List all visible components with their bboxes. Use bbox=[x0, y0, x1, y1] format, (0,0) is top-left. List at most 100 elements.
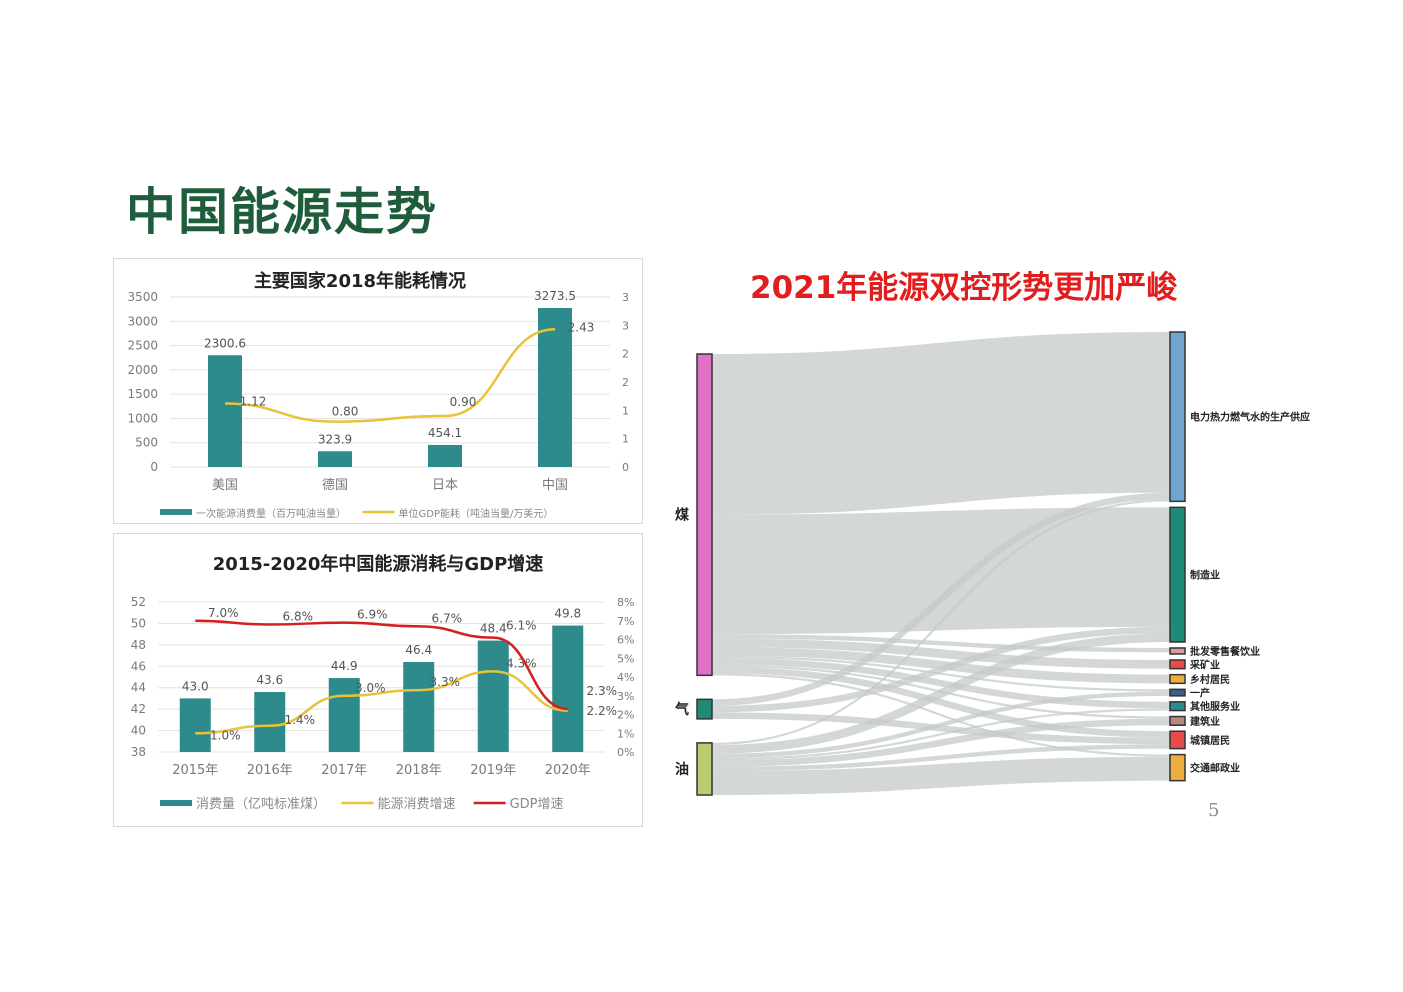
chart2-y-tick-left: 42 bbox=[131, 702, 146, 716]
sankey-link bbox=[711, 626, 1171, 713]
chart2-bar-label: 49.8 bbox=[554, 607, 581, 621]
chart2-y-tick-left: 50 bbox=[131, 616, 146, 630]
sankey-link bbox=[711, 499, 1171, 746]
sankey-link bbox=[711, 666, 1171, 738]
sankey-link bbox=[711, 655, 1171, 692]
chart2-x-tick: 2018年 bbox=[396, 763, 442, 778]
chart2-legend-swatch bbox=[160, 800, 192, 806]
energy-gdp-chart-panel: 2015-2020年中国能源消耗与GDP增速 52 50 48 46 44 42 40 38 8%… bbox=[113, 533, 643, 827]
chart1-x-tick: 美国 bbox=[212, 478, 238, 493]
chart2-bar bbox=[254, 692, 286, 752]
sankey-target-label: 建筑业 bbox=[1189, 715, 1220, 728]
sankey-link bbox=[711, 744, 1171, 772]
chart2-bar bbox=[552, 625, 584, 752]
chart2-y-tick-right: 4% bbox=[617, 671, 634, 684]
sankey-link bbox=[711, 756, 1171, 795]
chart2-line-label: 6.1% bbox=[506, 619, 537, 633]
chart2-y-tick-right: 7% bbox=[617, 615, 634, 628]
chart2-y-tick-left: 40 bbox=[131, 724, 146, 738]
chart2-line-label: 3.0% bbox=[355, 681, 386, 695]
sankey-link bbox=[711, 638, 1171, 669]
sankey-target-label: 城镇居民 bbox=[1190, 734, 1230, 747]
chart1-line-1 bbox=[224, 328, 556, 423]
chart1-x-tick: 中国 bbox=[542, 478, 568, 493]
chart1-line-label: 0.80 bbox=[332, 405, 359, 419]
chart2-y-tick-right: 3% bbox=[617, 690, 634, 703]
sankey-target-label: 电力热力燃气水的生产供应 bbox=[1190, 411, 1310, 424]
chart1-title: 主要国家2018年能耗情况 bbox=[254, 270, 466, 292]
chart2-y-tick-left: 52 bbox=[131, 595, 146, 609]
sankey-target-label: 批发零售餐饮业 bbox=[1190, 645, 1260, 658]
chart1-x-tick: 德国 bbox=[322, 478, 348, 493]
chart1-bar bbox=[538, 308, 572, 467]
chart2-bar bbox=[328, 678, 360, 752]
chart2-line-label: 2.3% bbox=[587, 684, 618, 698]
page-number: 5 bbox=[1208, 800, 1220, 821]
chart2-bar-label: 44.9 bbox=[331, 659, 358, 673]
chart1-bar-label: 2300.6 bbox=[204, 336, 246, 350]
chart2-line-label: 7.0% bbox=[208, 606, 239, 620]
energy-2018-chart: 主要国家2018年能耗情况 3500 3000 2500 2000 1500 1000 500… bbox=[127, 270, 629, 520]
sankey-target-node bbox=[1169, 688, 1186, 697]
chart1-y-tick-right: 2 bbox=[622, 348, 629, 361]
chart2-x-tick: 2019年 bbox=[470, 763, 516, 778]
chart2-line-2 bbox=[195, 619, 568, 711]
sankey-target-label: 乡村居民 bbox=[1190, 673, 1230, 686]
chart2-line-label: 2.2% bbox=[587, 704, 618, 718]
chart2-line-label: 6.8% bbox=[283, 610, 314, 624]
chart1-legend-label: 一次能源消费量（百万吨油当量） bbox=[196, 507, 346, 520]
chart1-y-tick-right: 0 bbox=[622, 461, 629, 474]
chart1-legend-label: 单位GDP能耗（吨油当量/万美元） bbox=[399, 507, 554, 520]
sankey-link bbox=[711, 691, 1171, 759]
energy-2018-chart-panel: 主要国家2018年能耗情况 3500 3000 2500 2000 1500 1000 500… bbox=[113, 258, 643, 524]
page-title: 中国能源走势 bbox=[126, 183, 438, 241]
energy-gdp-chart: 2015-2020年中国能源消耗与GDP增速 52 50 48 46 44 42 40 38 8%… bbox=[131, 553, 635, 812]
chart1-y-tick-left: 500 bbox=[135, 436, 158, 450]
sankey-target-node bbox=[1169, 659, 1186, 670]
chart1-line-label: 1.12 bbox=[240, 395, 267, 409]
chart2-y-tick-right: 0% bbox=[617, 746, 634, 759]
sankey-target-node bbox=[1169, 715, 1186, 726]
energy-flow-sankey: 煤气油 电力热力燃气水的生产供应制造业批发零售餐饮业采矿业乡村居民一产其他服务业建… bbox=[674, 331, 1310, 796]
chart2-legend-label: 能源消费增速 bbox=[378, 797, 456, 812]
chart2-x-tick: 2020年 bbox=[545, 763, 591, 778]
chart1-y-tick-left: 1500 bbox=[127, 387, 158, 401]
sankey-link bbox=[711, 712, 1171, 745]
sankey-target-label: 制造业 bbox=[1190, 569, 1220, 582]
sankey-link bbox=[711, 647, 1171, 684]
chart2-y-tick-left: 48 bbox=[131, 638, 146, 652]
chart2-bar bbox=[477, 640, 509, 752]
sankey-link bbox=[711, 657, 1171, 709]
chart1-y-tick-left: 2500 bbox=[127, 339, 158, 353]
sankey-link bbox=[711, 507, 1171, 635]
chart2-legend-label: 消费量（亿吨标准煤） bbox=[196, 797, 326, 812]
chart1-y-tick-left: 2000 bbox=[127, 363, 158, 377]
sankey-source-label: 煤 bbox=[675, 507, 690, 524]
chart2-line-label: 1.0% bbox=[210, 728, 241, 742]
sankey-target-node bbox=[1169, 647, 1186, 655]
chart2-x-tick: 2017年 bbox=[321, 763, 367, 778]
chart1-bar-label: 3273.5 bbox=[534, 289, 576, 303]
chart2-y-tick-right: 8% bbox=[617, 596, 634, 609]
chart2-y-tick-right: 6% bbox=[617, 634, 634, 647]
chart2-line-label: 6.9% bbox=[357, 608, 388, 622]
chart1-bar bbox=[318, 451, 352, 467]
sankey-target-label: 其他服务业 bbox=[1190, 700, 1240, 713]
chart1-y-tick-left: 1000 bbox=[127, 411, 158, 425]
sankey-target-node bbox=[1169, 506, 1186, 643]
sankey-link bbox=[711, 633, 1171, 754]
sankey-source-node bbox=[696, 353, 713, 677]
sankey-link bbox=[711, 634, 1171, 653]
sankey-target-node bbox=[1169, 701, 1186, 712]
sankey-link bbox=[711, 492, 1171, 706]
sankey-target-node bbox=[1169, 673, 1186, 685]
sankey-link bbox=[711, 708, 1171, 761]
chart1-bar bbox=[208, 355, 242, 467]
sankey-target-label: 交通邮政业 bbox=[1190, 762, 1240, 775]
chart2-line-label: 3.3% bbox=[430, 675, 461, 689]
chart2-bar-label: 46.4 bbox=[405, 643, 432, 657]
chart2-line-label: 1.4% bbox=[285, 713, 316, 727]
chart1-y-tick-right: 3 bbox=[622, 291, 629, 304]
sankey-link bbox=[711, 332, 1171, 515]
sankey-title: 2021年能源双控形势更加严峻 bbox=[750, 270, 1178, 306]
